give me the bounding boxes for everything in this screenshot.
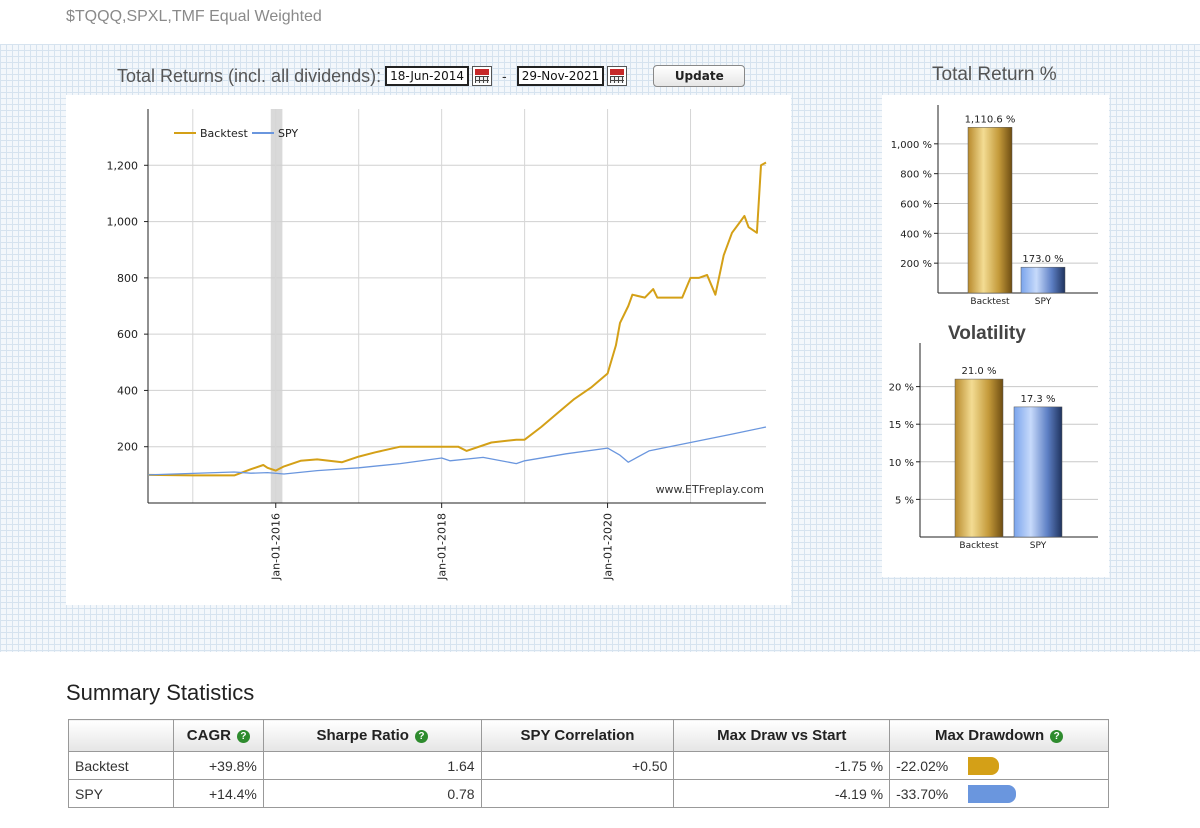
total-returns-label: Total Returns (incl. all dividends): — [117, 65, 382, 86]
y-tick-label: 400 — [117, 384, 138, 397]
header-max-drawdown: Max Drawdown? — [889, 719, 1109, 752]
calendar-icon[interactable] — [607, 66, 628, 86]
help-icon[interactable]: ? — [414, 730, 428, 743]
page-title: $TQQQ,SPXL,TMF Equal Weighted — [66, 8, 322, 25]
bar-category-label: Backtest — [959, 541, 999, 551]
bar-value-label: 17.3 % — [1021, 394, 1056, 405]
update-button[interactable]: Update — [653, 65, 746, 87]
max-drawdown-cell: -33.70% — [889, 779, 1109, 808]
summary-header-row: CAGR? Sharpe Ratio? SPY Correlation Max … — [68, 719, 1109, 752]
header-cagr: CAGR? — [172, 719, 264, 752]
spy-bar — [1013, 406, 1063, 538]
header-sharpe: Sharpe Ratio? — [262, 719, 482, 752]
total-return-bar-chart: 200 % 400 % 600 % 800 % 1,000 % 1,110.6 % Back… — [891, 105, 1098, 307]
watermark-text: www.ETFreplay.com — [656, 483, 764, 496]
calendar-icon[interactable] — [472, 66, 493, 86]
bar-value-label: 173.0 % — [1022, 254, 1063, 265]
max-drawdown-value: -33.70% — [896, 785, 949, 802]
y-tick-label: 5 % — [895, 495, 914, 506]
table-row: Backtest +39.8% 1.64 +0.50 -1.75 % -22.0… — [68, 751, 1109, 780]
y-tick-label: 1,000 % — [891, 140, 932, 151]
max-drawdown-value: -22.02% — [896, 757, 949, 774]
y-tick-label: 10 % — [889, 458, 914, 469]
sharpe-value: 1.64 — [262, 751, 482, 780]
bar-category-label: SPY — [1035, 297, 1052, 307]
summary-title: Summary Statistics — [66, 680, 255, 705]
y-tick-label: 600 % — [900, 199, 932, 210]
help-icon[interactable]: ? — [236, 730, 250, 743]
total-return-title: Total Return % — [932, 64, 1057, 85]
bar-category-label: Backtest — [970, 297, 1010, 307]
y-tick-label: 800 % — [900, 170, 932, 181]
header-max-draw-start: Max Draw vs Start — [673, 719, 891, 752]
highlight-band — [270, 109, 283, 503]
header-cagr-label: CAGR — [186, 727, 231, 744]
y-tick-label: 200 — [117, 441, 138, 454]
y-tick-label: 15 % — [889, 420, 914, 431]
header-spy-correlation: SPY Correlation — [480, 719, 675, 752]
bar-value-label: 21.0 % — [962, 366, 997, 377]
volatility-bar-chart: 5 % 10 % 15 % 20 % 21.0 % Backtest 17.3 % SPY — [889, 343, 1098, 551]
total-returns-chart-panel: 200 400 600 800 1,000 1,200 Jan-01-2016 Jan-01-… — [66, 95, 791, 605]
sharpe-value: 0.78 — [262, 779, 482, 808]
table-row: SPY +14.4% 0.78 -4.19 % -33.70% — [68, 779, 1109, 808]
y-tick-label: 600 — [117, 328, 138, 341]
legend-label: Backtest — [200, 127, 249, 140]
date-range-controls: Total Returns (incl. all dividends): 18-… — [117, 63, 746, 89]
correlation-value: +0.50 — [480, 751, 675, 780]
drawdown-bar — [968, 756, 1000, 775]
x-tick-label: Jan-01-2016 — [270, 513, 283, 581]
y-tick-label: 1,200 — [107, 159, 139, 172]
correlation-value — [480, 779, 675, 808]
spy-bar — [1020, 266, 1066, 294]
total-returns-line-chart: 200 400 600 800 1,000 1,200 Jan-01-2016 Jan-01-… — [107, 109, 767, 581]
row-name: SPY — [68, 779, 174, 808]
y-tick-label: 400 % — [900, 229, 932, 240]
x-tick-label: Jan-01-2018 — [436, 513, 449, 581]
summary-table: CAGR? Sharpe Ratio? SPY Correlation Max … — [68, 719, 1109, 808]
backtest-bar — [954, 378, 1004, 538]
end-date-input[interactable]: 29-Nov-2021 — [516, 66, 605, 86]
y-tick-label: 1,000 — [107, 216, 139, 229]
legend-label: SPY — [278, 127, 298, 140]
max-draw-start-value: -1.75 % — [673, 751, 891, 780]
side-charts-panel: 200 % 400 % 600 % 800 % 1,000 % 1,110.6 % Back… — [882, 95, 1109, 577]
date-separator: - — [502, 68, 507, 84]
cagr-value: +14.4% — [172, 779, 264, 808]
help-icon[interactable]: ? — [1050, 730, 1064, 743]
max-draw-start-value: -4.19 % — [673, 779, 891, 808]
bar-category-label: SPY — [1030, 541, 1047, 551]
header-sharpe-label: Sharpe Ratio — [316, 727, 409, 744]
y-tick-label: 20 % — [889, 383, 914, 394]
max-drawdown-cell: -22.02% — [889, 751, 1109, 780]
backtest-series-line — [147, 161, 767, 477]
y-tick-label: 800 — [117, 272, 138, 285]
start-date-input[interactable]: 18-Jun-2014 — [385, 66, 470, 86]
bar-value-label: 1,110.6 % — [965, 114, 1016, 125]
drawdown-bar — [968, 784, 1017, 803]
cagr-value: +39.8% — [172, 751, 264, 780]
x-tick-label: Jan-01-2020 — [602, 513, 615, 581]
y-tick-label: 200 % — [900, 259, 932, 270]
spy-series-line — [147, 426, 767, 476]
backtest-bar — [967, 127, 1013, 294]
volatility-title: Volatility — [948, 323, 1026, 344]
header-blank — [68, 719, 174, 752]
row-name: Backtest — [68, 751, 174, 780]
header-max-drawdown-label: Max Drawdown — [934, 727, 1045, 744]
